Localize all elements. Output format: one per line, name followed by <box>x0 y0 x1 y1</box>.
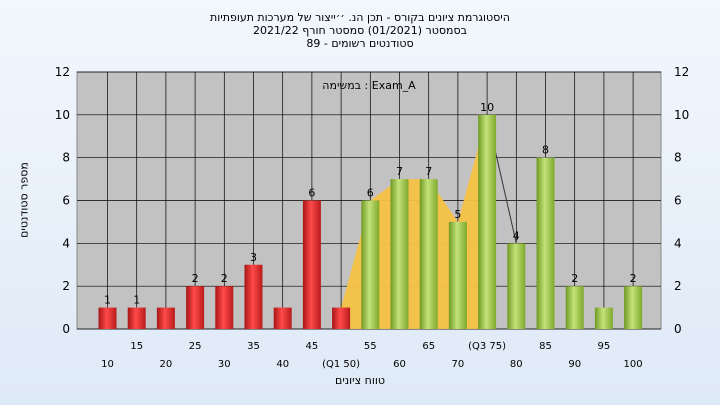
value-label: 7 <box>425 165 432 178</box>
bar-60 <box>390 179 409 329</box>
bar-70 <box>448 221 467 329</box>
bar-25 <box>186 286 205 329</box>
value-label: 4 <box>513 229 520 242</box>
y-tick-label-left: 8 <box>62 151 70 165</box>
y-tick-label-right: 6 <box>674 194 682 208</box>
value-label: 8 <box>542 144 549 157</box>
x-tick-label: 40 <box>276 359 289 370</box>
bar-65 <box>419 179 438 329</box>
bar-30 <box>215 286 234 329</box>
bar-20 <box>156 307 175 329</box>
bar-80 <box>507 243 526 329</box>
y-tick-label-right: 8 <box>674 151 682 165</box>
x-tick-label: 45 <box>306 341 319 352</box>
x-tick-label: 25 <box>189 341 202 352</box>
value-label: 7 <box>396 165 403 178</box>
x-tick-label: 90 <box>568 359 581 370</box>
y-tick-label-left: 6 <box>62 194 70 208</box>
y-tick-label-left: 0 <box>62 322 70 336</box>
chart-title-line-3: סטודנטים רשומים - 89 <box>306 37 414 50</box>
bar-15 <box>127 307 146 329</box>
x-tick-label: 35 <box>247 341 260 352</box>
x-tick-label: 85 <box>539 341 552 352</box>
exam-label: במשימה : Exam_A <box>322 79 416 92</box>
y-tick-label-right: 2 <box>674 279 682 293</box>
bar-Q150 <box>332 307 351 329</box>
value-label: 2 <box>630 272 637 285</box>
x-axis-label: טווח ציונים <box>335 374 385 387</box>
x-tick-label: 60 <box>393 359 406 370</box>
bar-45 <box>302 200 321 329</box>
x-tick-label: 80 <box>510 359 523 370</box>
x-tick-label: (Q3 75) <box>468 341 506 352</box>
x-tick-label: 95 <box>598 341 611 352</box>
y-axis-label: מספר סטודנטים <box>17 162 31 238</box>
chart-title-line-1: היסטוגרמת ציונים בקורס - תכן הנ. ׳׳ייצור… <box>210 11 510 24</box>
value-label: 2 <box>192 272 199 285</box>
value-label: 1 <box>104 294 111 307</box>
y-tick-label-right: 12 <box>674 65 689 79</box>
x-tick-label: 65 <box>422 341 435 352</box>
value-label: 2 <box>571 272 578 285</box>
y-tick-label-right: 0 <box>674 322 682 336</box>
value-label: 5 <box>454 208 461 221</box>
value-label: 1 <box>133 294 140 307</box>
x-tick-label: (Q1 50) <box>322 359 360 370</box>
bar-40 <box>273 307 292 329</box>
value-label: 6 <box>367 187 374 200</box>
x-tick-label: 20 <box>160 359 173 370</box>
value-label: 2 <box>221 272 228 285</box>
bar-95 <box>594 307 613 329</box>
x-tick-label: 30 <box>218 359 231 370</box>
x-tick-label: 10 <box>101 359 114 370</box>
bar-85 <box>536 157 555 329</box>
x-tick-label: 70 <box>452 359 465 370</box>
bar-90 <box>565 286 584 329</box>
value-label: 6 <box>308 187 315 200</box>
bar-Q375 <box>478 114 497 329</box>
x-tick-label: 15 <box>130 341 143 352</box>
x-tick-label: 55 <box>364 341 377 352</box>
y-tick-label-left: 4 <box>62 236 70 250</box>
y-tick-label-right: 4 <box>674 236 682 250</box>
bar-10 <box>98 307 117 329</box>
chart-title-line-2: בסמסטר (01/2021) סמסטר חורף 2021/22 <box>253 24 467 37</box>
bar-55 <box>361 200 380 329</box>
value-label: 10 <box>480 101 494 114</box>
bar-100 <box>624 286 643 329</box>
y-tick-label-right: 10 <box>674 108 689 122</box>
bar-35 <box>244 264 263 329</box>
value-label: 3 <box>250 251 257 264</box>
y-tick-label-left: 12 <box>55 65 70 79</box>
x-tick-label: 100 <box>624 359 643 370</box>
y-tick-label-left: 10 <box>55 108 70 122</box>
y-tick-label-left: 2 <box>62 279 70 293</box>
